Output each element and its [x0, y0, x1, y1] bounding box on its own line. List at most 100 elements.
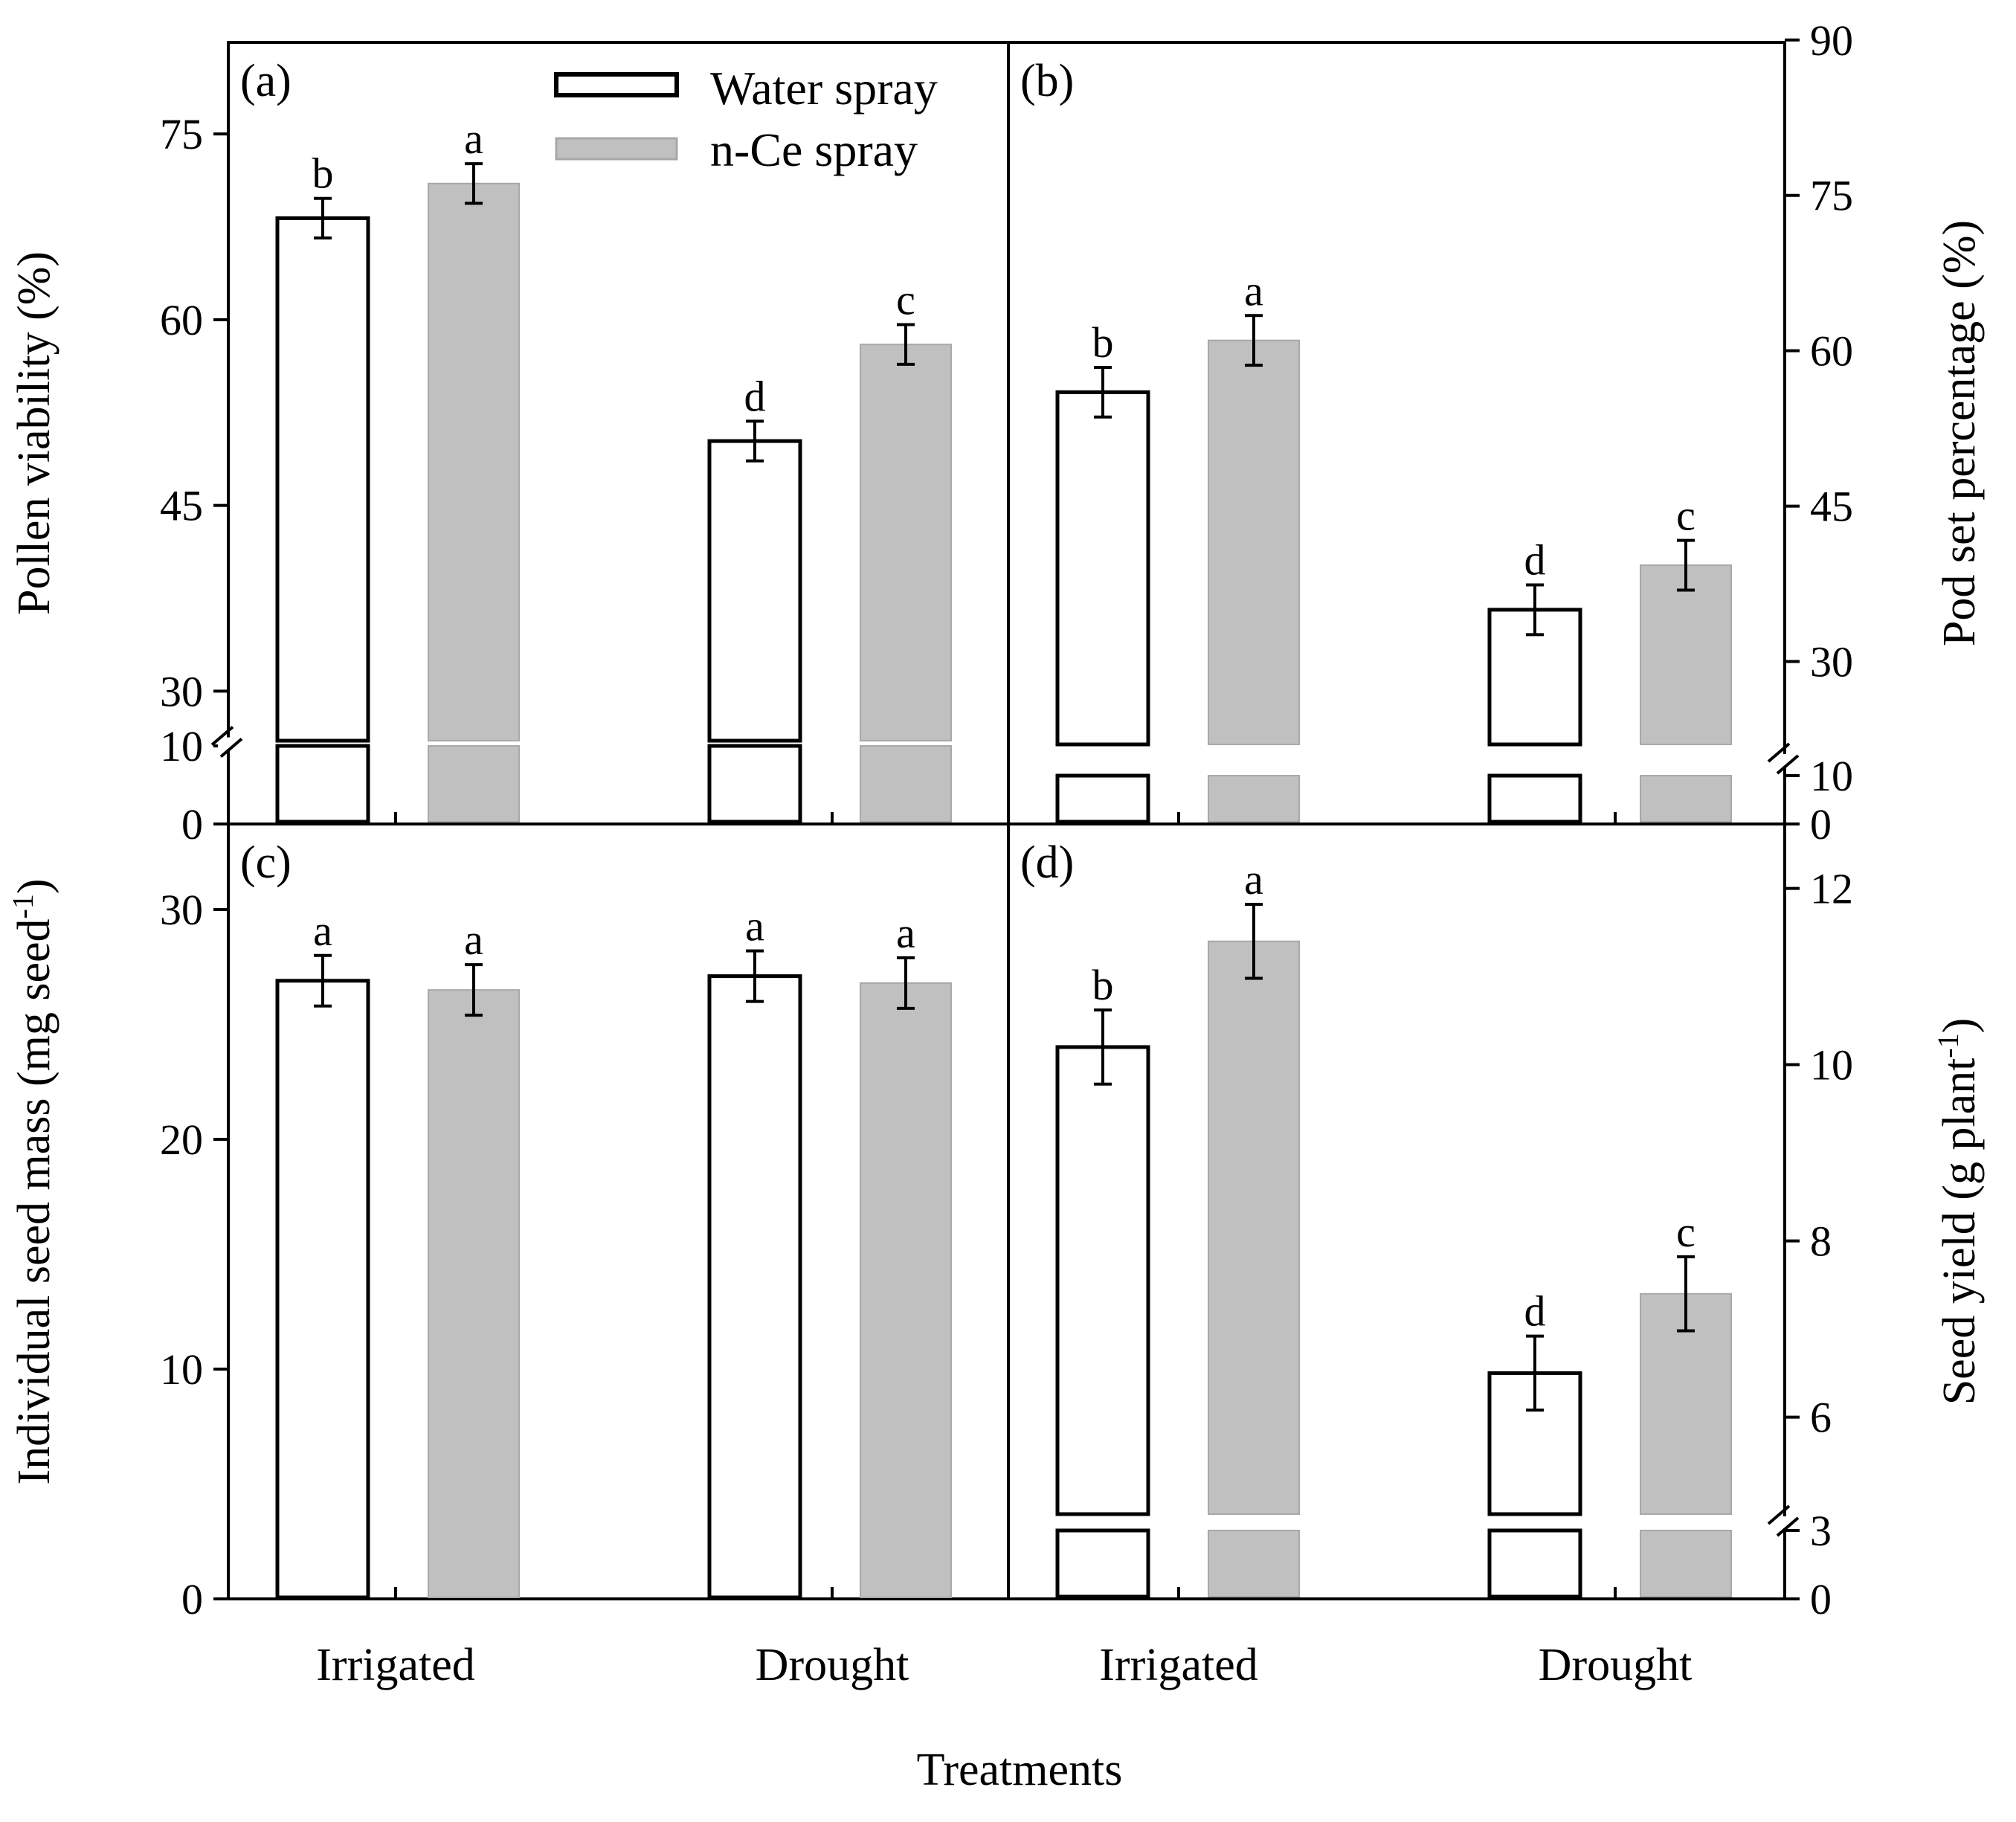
y-tick-label-c-t3: 30 [160, 886, 203, 934]
axis-break-mark-b-1 [1767, 742, 1791, 763]
y-tick-label-c-t1: 10 [160, 1345, 203, 1394]
sig-letter-b-s0-c0: b [1092, 318, 1114, 367]
y-tick-label-a-l1: 10 [160, 722, 203, 770]
y-axis-title-text-d: Seed yield (g plant [1934, 1058, 1985, 1406]
y-axis-title-text-c: Individual seed mass (mg seed [9, 918, 59, 1484]
x-category-label-d-1: Drought [1539, 1640, 1693, 1690]
bar-a-s1-c1 [860, 344, 952, 741]
y-tick-label-d-l1: 3 [1810, 1507, 1832, 1555]
y-tick-label-b-l1: 10 [1810, 752, 1853, 800]
y-tick-label-c-t0: 0 [181, 1575, 203, 1623]
y-tick-label-c-t2: 20 [160, 1116, 203, 1164]
y-tick-label-a-l0: 0 [181, 800, 203, 849]
y-tick-label-b-l0: 0 [1810, 800, 1832, 849]
sig-letter-c-s0-c0: a [313, 907, 332, 955]
legend-swatch-water [554, 72, 679, 97]
axis-break-mark-a-2 [219, 737, 243, 759]
axis-break-mark-d-1 [1767, 1504, 1791, 1525]
y-tick-label-b-u4: 90 [1810, 16, 1853, 65]
y-axis-title-b: Pod set percentage (%) [1934, 220, 1985, 646]
y-tick-label-a-u2: 60 [160, 296, 203, 344]
sig-letter-b-s0-c1: d [1524, 535, 1546, 584]
bar-a-s1-c1-lower [860, 745, 952, 823]
bar-b-s0-c1-lower [1487, 773, 1582, 824]
bar-c-s0-c0 [275, 979, 370, 1600]
sig-letter-b-s1-c1: c [1676, 492, 1695, 540]
bar-d-s0-c0 [1055, 1045, 1150, 1516]
bar-a-s0-c1-lower [707, 744, 802, 824]
bar-c-s1-c1 [860, 982, 952, 1598]
bar-d-s1-c1-lower [1640, 1530, 1732, 1597]
y-axis-title-c: Individual seed mass (mg seed-1) [6, 878, 59, 1484]
y-axis-title-close-d: ) [1934, 1018, 1985, 1034]
y-tick-label-a-u3: 75 [160, 110, 203, 158]
bar-b-s1-c1-lower [1640, 775, 1732, 823]
y-tick-label-b-u1: 45 [1810, 483, 1853, 531]
sig-letter-d-s0-c1: d [1524, 1287, 1546, 1336]
y-axis-title-close-c: ) [9, 878, 59, 894]
sig-letter-c-s1-c1: a [896, 909, 915, 957]
x-category-label-d-0: Irrigated [1099, 1640, 1257, 1690]
bar-a-s0-c0 [275, 216, 370, 743]
bar-b-s0-c0-lower [1055, 773, 1150, 824]
axis-break-mark-d-2 [1776, 1516, 1800, 1537]
y-tick-label-b-u0: 30 [1810, 638, 1853, 686]
sig-letter-c-s0-c1: a [745, 902, 764, 950]
sig-letter-d-s0-c0: b [1092, 961, 1114, 1009]
y-tick-label-b-u2: 60 [1810, 327, 1853, 376]
sig-letter-a-s1-c1: c [896, 276, 915, 324]
bar-d-s1-c0-lower [1208, 1530, 1300, 1597]
x-category-label-c-1: Drought [756, 1640, 909, 1690]
bar-b-s0-c0 [1055, 390, 1150, 747]
axis-break-mark-a-1 [210, 725, 234, 747]
panel-label-c: (c) [240, 837, 292, 888]
y-tick-label-d-u3: 12 [1810, 865, 1853, 913]
bar-c-s0-c1 [707, 974, 802, 1600]
axes-layer [210, 38, 1800, 1600]
legend-label-water: Water spray [710, 62, 938, 115]
y-tick-label-d-u0: 6 [1810, 1394, 1832, 1442]
y-tick-label-a-u0: 30 [160, 667, 203, 715]
sig-letter-d-s1-c0: a [1244, 855, 1263, 904]
sig-letter-a-s1-c0: a [464, 115, 483, 163]
sig-letter-b-s1-c0: a [1244, 266, 1263, 315]
bar-a-s1-c0 [428, 182, 520, 741]
axis-break-mark-b-2 [1776, 754, 1800, 775]
bar-b-s1-c0-lower [1208, 775, 1300, 823]
y-axis-title-sup-c: -1 [6, 894, 39, 918]
y-tick-label-d-u1: 8 [1810, 1217, 1832, 1266]
y-axis-title-sup-d: -1 [1931, 1033, 1965, 1058]
panel-d-frame [1007, 823, 1786, 1600]
legend: Water spray n-Ce spray [554, 62, 938, 176]
y-tick-label-b-u3: 75 [1810, 172, 1853, 220]
sig-letter-d-s1-c1: c [1676, 1208, 1695, 1256]
sig-letter-a-s0-c0: b [312, 149, 334, 198]
y-axis-title-d: Seed yield (g plant-1) [1931, 1018, 1985, 1406]
panel-frames [227, 41, 1786, 1600]
panel-label-a: (a) [240, 56, 292, 106]
bar-d-s0-c1-lower [1487, 1528, 1582, 1599]
x-category-label-c-0: Irrigated [316, 1640, 474, 1690]
bar-d-s0-c0-lower [1055, 1528, 1150, 1599]
legend-label-nce: n-Ce spray [710, 123, 918, 176]
y-axis-title-a: Pollen viability (%) [9, 251, 59, 615]
y-tick-label-d-u2: 10 [1810, 1041, 1853, 1089]
sig-letter-c-s1-c0: a [464, 915, 483, 964]
legend-swatch-nce [555, 137, 678, 161]
panel-label-b: (b) [1020, 56, 1074, 106]
sig-letter-a-s0-c1: d [744, 372, 766, 420]
bar-b-s1-c1 [1640, 564, 1732, 745]
bar-d-s1-c0 [1208, 940, 1300, 1515]
bar-a-s0-c1 [707, 439, 802, 743]
panel-label-d: (d) [1020, 837, 1074, 888]
x-axis-title: Treatments [917, 1745, 1123, 1795]
y-tick-label-d-l0: 0 [1810, 1575, 1832, 1623]
bar-c-s1-c0 [428, 989, 520, 1598]
bar-a-s0-c0-lower [275, 744, 370, 824]
y-tick-label-a-u1: 45 [160, 482, 203, 530]
y-axis-title-text-b: Pod set percentage (%) [1934, 220, 1985, 646]
bar-a-s1-c0-lower [428, 745, 520, 823]
bar-b-s1-c0 [1208, 339, 1300, 746]
